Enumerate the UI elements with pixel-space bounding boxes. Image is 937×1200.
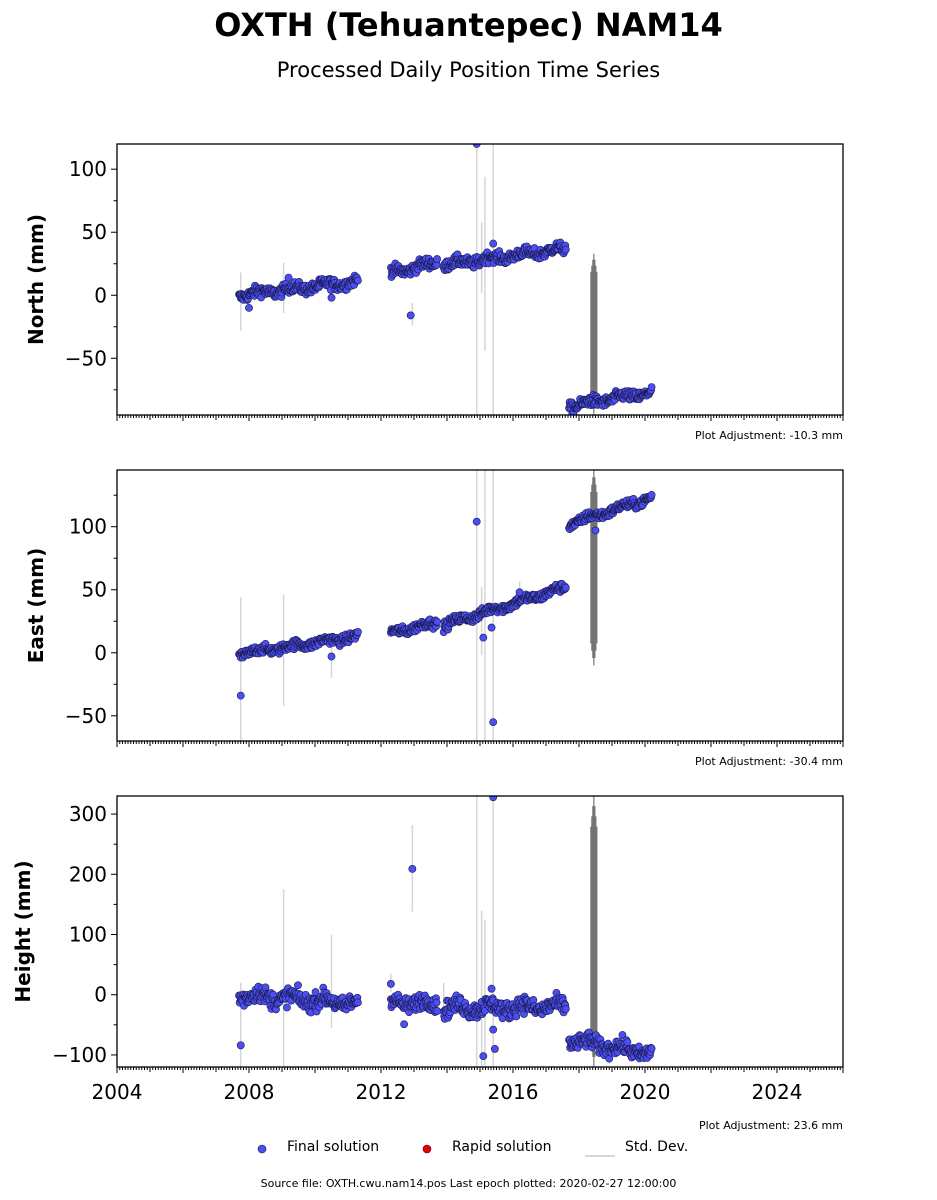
panel-0: −50 0 50 100 North (mm) — [24, 143, 844, 421]
x-tick-label: 2020 — [620, 1080, 671, 1104]
y-tick-label: 200 — [69, 862, 107, 886]
x-tick-label: 2004 — [92, 1080, 143, 1104]
legend-stddev-line-icon — [585, 1146, 615, 1164]
outlier-point — [327, 293, 336, 302]
x-tick-label: 2012 — [356, 1080, 407, 1104]
outlier-point — [489, 796, 498, 802]
outlier-point — [327, 652, 336, 661]
source-footer: Source file: OXTH.cwu.nam14.pos Last epo… — [260, 1177, 677, 1190]
east-adjustment-label: Plot Adjustment: -30.4 mm — [695, 755, 843, 768]
y-tick-label: 50 — [82, 220, 107, 244]
data-point — [433, 617, 441, 626]
y-axis-label: Height (mm) — [11, 860, 35, 1002]
plot-area — [235, 470, 656, 741]
outlier-point — [515, 588, 524, 597]
data-point — [618, 1031, 627, 1039]
y-tick-label: −50 — [65, 346, 107, 370]
y-tick-label: 100 — [69, 923, 107, 947]
legend-final-label: Final solution — [287, 1139, 380, 1155]
outlier-point — [472, 144, 481, 148]
data-point — [647, 383, 656, 392]
outlier-point — [406, 311, 415, 320]
data-point — [561, 1005, 570, 1013]
y-tick-label: −50 — [65, 704, 107, 728]
plot-area — [235, 796, 656, 1067]
outlier-point — [236, 1041, 245, 1050]
panel-2: −100 0 100 200 300 2004 2008 2012 2016 2020 2024 He… — [11, 795, 844, 1104]
x-tick-label: 2008 — [224, 1080, 275, 1104]
data-point — [561, 583, 570, 592]
outlier-point — [284, 273, 293, 282]
legend-final-marker-icon — [257, 1142, 267, 1160]
data-point — [433, 1007, 441, 1015]
y-axis-label: North (mm) — [24, 214, 48, 345]
height-adjustment-label: Plot Adjustment: 23.6 mm — [698, 1119, 843, 1132]
legend-rapid-marker-icon — [422, 1142, 432, 1160]
y-tick-label: 100 — [69, 157, 107, 181]
y-axis-label: East (mm) — [24, 548, 48, 664]
north-adjustment-label: Plot Adjustment: -10.3 mm — [695, 429, 843, 442]
data-point — [647, 1044, 656, 1053]
outlier-point — [591, 526, 600, 535]
data-point — [294, 981, 302, 990]
data-point — [433, 255, 441, 263]
data-point — [283, 1003, 291, 1012]
chart-title: OXTH (Tehuantepec) NAM14 — [214, 6, 723, 44]
data-point — [311, 988, 320, 996]
data-point — [353, 998, 362, 1007]
data-point — [512, 1012, 521, 1021]
y-tick-label: 0 — [94, 283, 107, 307]
y-tick-label: 0 — [94, 641, 107, 665]
outlier-point — [245, 303, 253, 312]
data-point — [623, 1038, 632, 1046]
y-tick-label: 100 — [69, 515, 107, 539]
y-tick-label: 50 — [82, 578, 107, 602]
data-point — [353, 627, 362, 636]
outlier-point — [489, 718, 498, 726]
axes-frame — [116, 143, 844, 416]
outlier-point — [490, 1045, 499, 1053]
data-point — [432, 998, 441, 1007]
outlier-point — [479, 633, 488, 642]
y-tick-label: −100 — [52, 1043, 107, 1067]
legend-stddev-label: Std. Dev. — [625, 1139, 689, 1155]
outlier-point — [489, 239, 498, 248]
panel-1: −50 0 50 100 East (mm) — [24, 469, 844, 747]
outlier-point — [236, 691, 245, 700]
data-point — [353, 276, 362, 285]
data-point — [647, 490, 656, 499]
chart-subtitle: Processed Daily Position Time Series — [276, 58, 661, 82]
outlier-point — [487, 984, 496, 993]
legend-rapid-label: Rapid solution — [452, 1139, 552, 1155]
outlier-point — [400, 1020, 408, 1029]
x-tick-label: 2024 — [752, 1080, 803, 1104]
outlier-point — [487, 623, 496, 632]
outlier-point — [408, 864, 417, 873]
outlier-point — [472, 517, 481, 526]
data-point — [561, 245, 570, 254]
plot-area — [235, 144, 656, 415]
y-tick-label: 300 — [69, 802, 107, 826]
outlier-point — [489, 1025, 498, 1034]
outlier-point — [386, 979, 395, 988]
axes-frame — [116, 795, 844, 1068]
outlier-point — [479, 1052, 488, 1061]
y-tick-label: 0 — [94, 983, 107, 1007]
x-tick-label: 2016 — [488, 1080, 539, 1104]
